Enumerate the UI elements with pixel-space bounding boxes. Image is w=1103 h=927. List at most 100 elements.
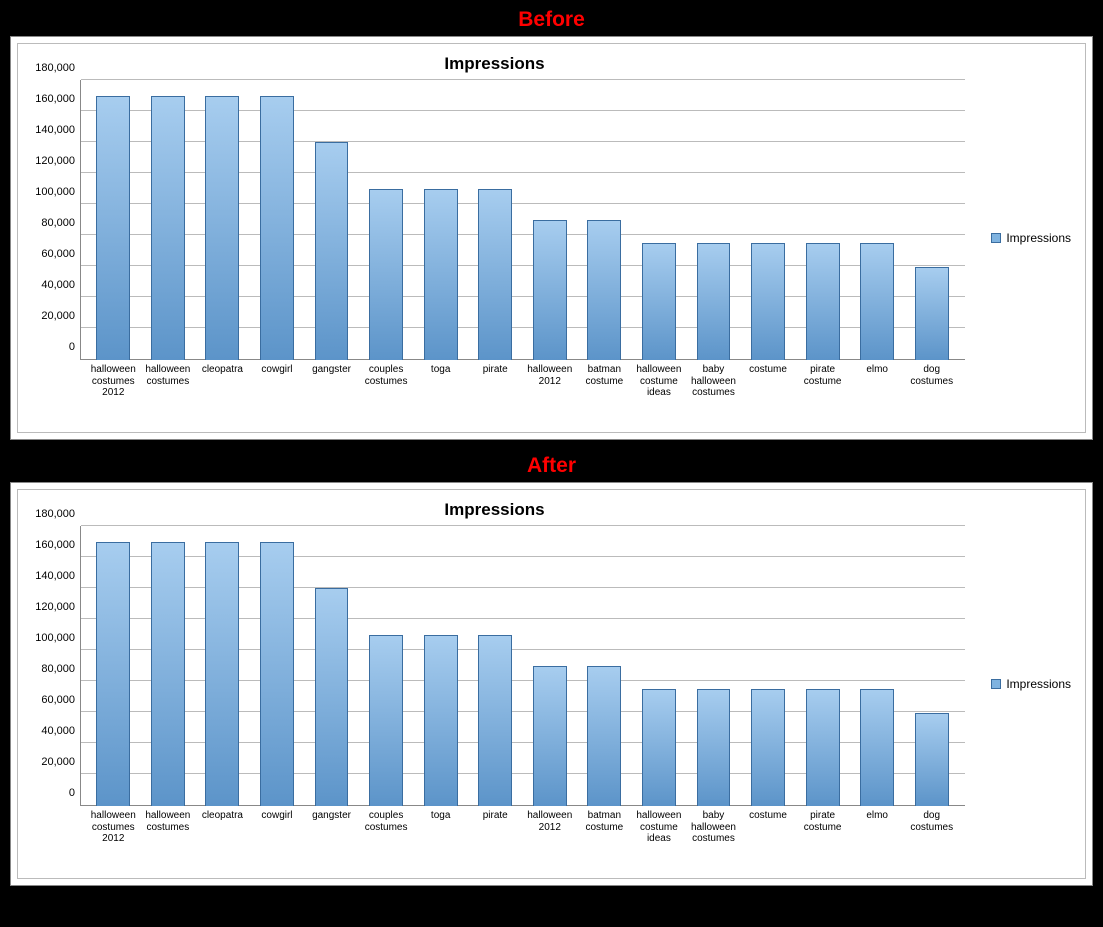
bar-slot xyxy=(686,526,741,806)
bar xyxy=(806,243,840,360)
x-axis-labels: halloween costumes 2012halloween costume… xyxy=(80,806,965,845)
x-tick-label: elmo xyxy=(850,810,905,845)
bar xyxy=(205,96,239,360)
bar xyxy=(96,96,130,360)
y-tick-label: 160,000 xyxy=(35,539,75,551)
bar-slot xyxy=(850,80,905,360)
bar-slot xyxy=(904,80,959,360)
plot-area: 020,00040,00060,00080,000100,000120,0001… xyxy=(80,526,965,806)
bar-slot xyxy=(304,526,359,806)
bar xyxy=(697,243,731,360)
chart-inner-before: Impressions 020,00040,00060,00080,000100… xyxy=(17,43,1086,433)
bar-slot xyxy=(741,80,796,360)
y-tick-label: 120,000 xyxy=(35,601,75,613)
bar-slot xyxy=(632,80,687,360)
y-tick-label: 160,000 xyxy=(35,93,75,105)
y-tick-label: 60,000 xyxy=(41,248,75,260)
plot-area: 020,00040,00060,00080,000100,000120,0001… xyxy=(80,80,965,360)
bar xyxy=(260,96,294,360)
y-tick-label: 120,000 xyxy=(35,155,75,167)
bar xyxy=(315,142,349,360)
bar-slot xyxy=(195,526,250,806)
bar-slot xyxy=(795,526,850,806)
bar xyxy=(315,588,349,806)
bar-slot xyxy=(304,80,359,360)
bar xyxy=(915,713,949,806)
x-tick-label: gangster xyxy=(304,364,359,399)
bar xyxy=(642,243,676,360)
bar xyxy=(533,666,567,806)
y-tick-label: 20,000 xyxy=(41,756,75,768)
bar xyxy=(806,689,840,806)
bar xyxy=(587,666,621,806)
bar xyxy=(424,189,458,360)
bar-slot xyxy=(795,80,850,360)
bar-slot xyxy=(86,526,141,806)
x-tick-label: halloween costume ideas xyxy=(632,364,687,399)
bar xyxy=(260,542,294,806)
x-tick-label: batman costume xyxy=(577,810,632,845)
y-tick-label: 80,000 xyxy=(41,663,75,675)
x-tick-label: halloween costumes xyxy=(141,810,196,845)
bar-slot xyxy=(141,526,196,806)
bar xyxy=(642,689,676,806)
legend-text: Impressions xyxy=(1006,231,1071,245)
bar-slot xyxy=(195,80,250,360)
bar-slot xyxy=(577,80,632,360)
y-tick-label: 40,000 xyxy=(41,279,75,291)
y-tick-label: 100,000 xyxy=(35,632,75,644)
bar xyxy=(151,96,185,360)
bar-slot xyxy=(850,526,905,806)
bar-slot xyxy=(523,526,578,806)
x-tick-label: couples costumes xyxy=(359,364,414,399)
x-tick-label: cowgirl xyxy=(250,364,305,399)
legend-swatch xyxy=(991,233,1001,243)
bar-slot xyxy=(250,526,305,806)
bar xyxy=(151,542,185,806)
y-tick-label: 180,000 xyxy=(35,62,75,74)
y-tick-label: 140,000 xyxy=(35,124,75,136)
x-axis-labels: halloween costumes 2012halloween costume… xyxy=(80,360,965,399)
bar-slot xyxy=(741,526,796,806)
x-tick-label: cowgirl xyxy=(250,810,305,845)
x-tick-label: dog costumes xyxy=(904,364,959,399)
x-tick-label: halloween costumes xyxy=(141,364,196,399)
bar-slot xyxy=(413,80,468,360)
bar xyxy=(369,189,403,360)
bar xyxy=(478,189,512,360)
x-tick-label: halloween costumes 2012 xyxy=(86,810,141,845)
x-tick-label: toga xyxy=(413,364,468,399)
bar xyxy=(533,220,567,360)
x-tick-label: baby halloween costumes xyxy=(686,810,741,845)
x-tick-label: cleopatra xyxy=(195,364,250,399)
x-tick-label: couples costumes xyxy=(359,810,414,845)
bar-slot xyxy=(523,80,578,360)
x-tick-label: pirate costume xyxy=(795,364,850,399)
bar xyxy=(751,243,785,360)
bar xyxy=(587,220,621,360)
x-tick-label: batman costume xyxy=(577,364,632,399)
bar xyxy=(478,635,512,806)
bar-slot xyxy=(359,80,414,360)
bar-slot xyxy=(86,80,141,360)
y-tick-label: 180,000 xyxy=(35,508,75,520)
x-tick-label: halloween 2012 xyxy=(523,364,578,399)
bar xyxy=(96,542,130,806)
after-label: After xyxy=(0,446,1103,482)
before-label: Before xyxy=(0,0,1103,36)
bar-slot xyxy=(468,80,523,360)
y-tick-label: 20,000 xyxy=(41,310,75,322)
y-tick-label: 140,000 xyxy=(35,570,75,582)
x-tick-label: pirate xyxy=(468,810,523,845)
legend: Impressions xyxy=(991,677,1071,691)
bar-slot xyxy=(413,526,468,806)
bar xyxy=(424,635,458,806)
legend: Impressions xyxy=(991,231,1071,245)
bar xyxy=(751,689,785,806)
x-tick-label: pirate costume xyxy=(795,810,850,845)
x-tick-label: baby halloween costumes xyxy=(686,364,741,399)
y-tick-label: 40,000 xyxy=(41,725,75,737)
y-tick-label: 80,000 xyxy=(41,217,75,229)
bar-slot xyxy=(577,526,632,806)
x-tick-label: halloween costumes 2012 xyxy=(86,364,141,399)
